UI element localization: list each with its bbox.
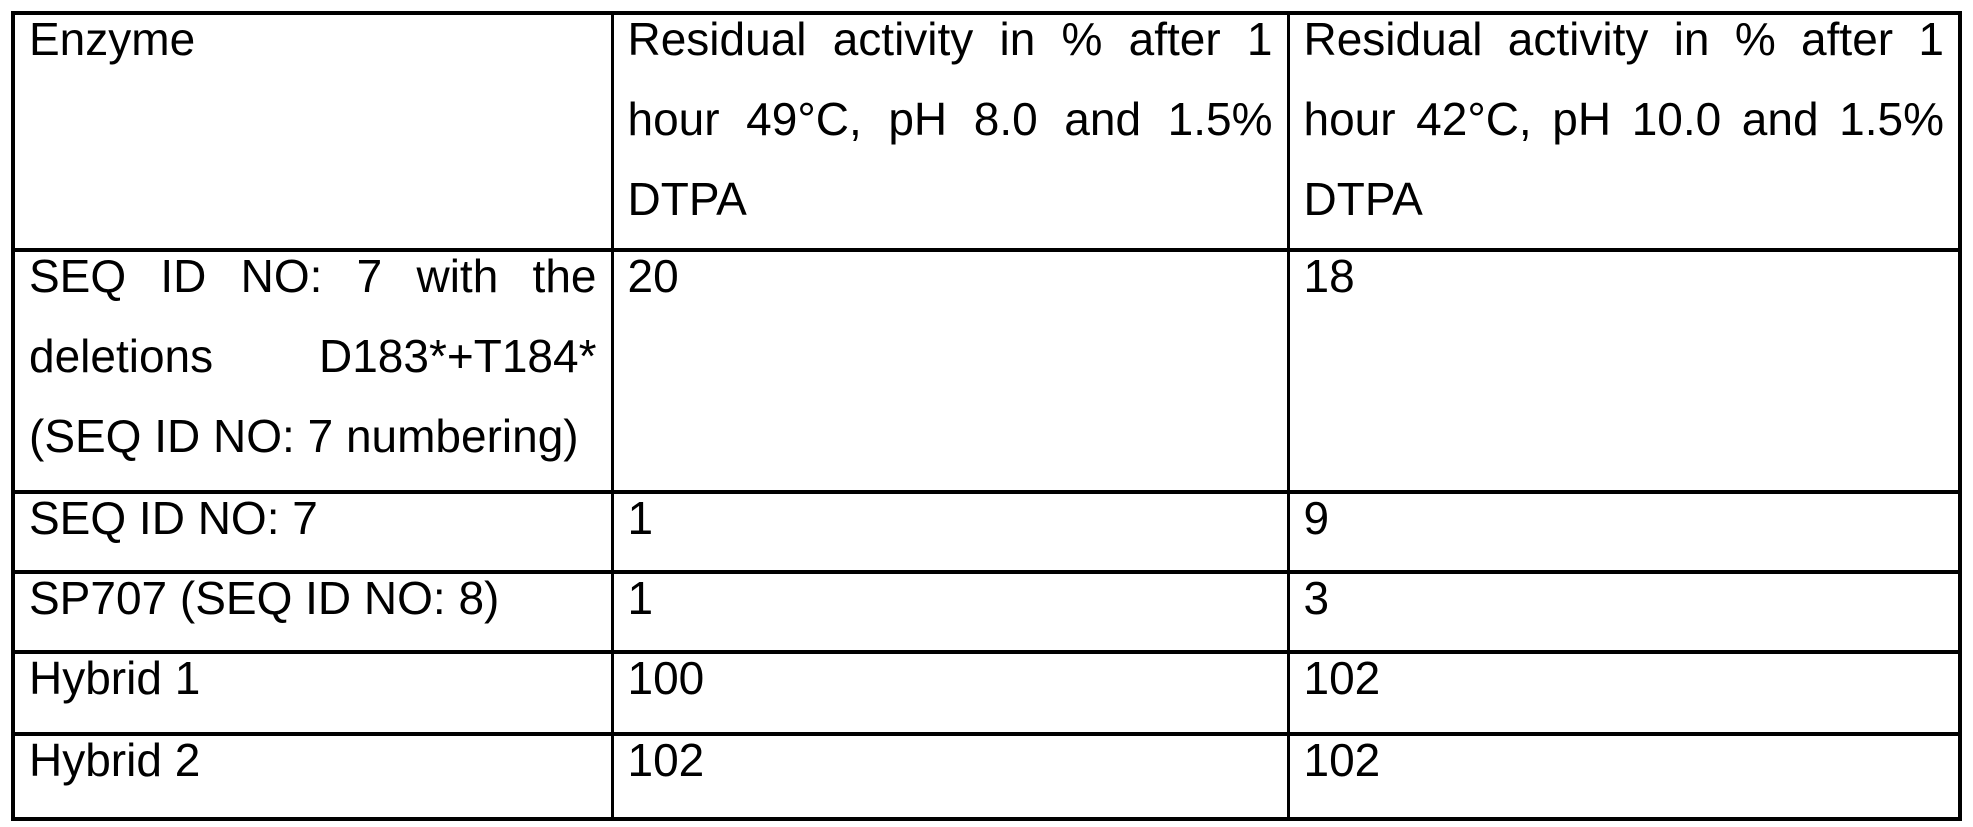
- enzyme-cell: Hybrid 1: [11, 650, 614, 736]
- enzyme-cell: SEQ ID NO: 7: [11, 490, 614, 574]
- activity-49c-cell: 102: [610, 732, 1290, 821]
- table-header-row: Enzyme Residual activity in % after 1 ho…: [11, 11, 1962, 252]
- header-cell-activity-42c: Residual activity in % after 1 hour 42°C…: [1286, 11, 1962, 252]
- cell-text: SP707 (SEQ ID NO: 8): [29, 572, 500, 624]
- activity-42c-cell: 9: [1286, 490, 1962, 574]
- cell-text: 100: [627, 652, 705, 704]
- table-row: SEQ ID NO: 7 1 9: [11, 490, 1962, 574]
- activity-42c-cell: 3: [1286, 570, 1962, 654]
- enzyme-cell: Hybrid 2: [11, 732, 614, 821]
- cell-text: 18: [1303, 250, 1355, 302]
- activity-49c-cell: 1: [610, 570, 1290, 654]
- header-cell-activity-49c: Residual activity in % after 1 hour 49°C…: [610, 11, 1290, 252]
- table-body: SEQ ID NO: 7 with the deletions D183*+T1…: [11, 248, 1962, 821]
- residual-activity-table: Enzyme Residual activity in % after 1 ho…: [11, 11, 1962, 821]
- header-cell-enzyme: Enzyme: [11, 11, 614, 252]
- table-header: Enzyme Residual activity in % after 1 ho…: [11, 11, 1962, 252]
- table-row: SP707 (SEQ ID NO: 8) 1 3: [11, 570, 1962, 654]
- table-row: Hybrid 2 102 102: [11, 732, 1962, 821]
- activity-42c-cell: 102: [1286, 732, 1962, 821]
- header-text-activity-42c: Residual activity in % after 1 hour 42°C…: [1303, 13, 1945, 225]
- cell-text: Hybrid 1: [29, 652, 201, 704]
- activity-49c-cell: 1: [610, 490, 1290, 574]
- header-text-activity-49c: Residual activity in % after 1 hour 49°C…: [627, 13, 1273, 225]
- cell-text: 9: [1303, 492, 1330, 544]
- cell-text: SEQ ID NO: 7: [29, 492, 318, 544]
- cell-text: Hybrid 2: [29, 734, 201, 786]
- enzyme-cell: SEQ ID NO: 7 with the deletions D183*+T1…: [11, 248, 614, 494]
- cell-text: 1: [627, 572, 654, 624]
- table-row: Hybrid 1 100 102: [11, 650, 1962, 736]
- cell-text: 3: [1303, 572, 1330, 624]
- activity-42c-cell: 18: [1286, 248, 1962, 494]
- cell-text: 102: [627, 734, 705, 786]
- activity-49c-cell: 20: [610, 248, 1290, 494]
- enzyme-cell: SP707 (SEQ ID NO: 8): [11, 570, 614, 654]
- table-row: SEQ ID NO: 7 with the deletions D183*+T1…: [11, 248, 1962, 494]
- cell-text: 102: [1303, 734, 1381, 786]
- cell-text: 1: [627, 492, 654, 544]
- activity-42c-cell: 102: [1286, 650, 1962, 736]
- header-text-enzyme: Enzyme: [29, 13, 196, 65]
- cell-text: SEQ ID NO: 7 with the deletions D183*+T1…: [29, 250, 597, 462]
- activity-49c-cell: 100: [610, 650, 1290, 736]
- cell-text: 20: [627, 250, 679, 302]
- cell-text: 102: [1303, 652, 1381, 704]
